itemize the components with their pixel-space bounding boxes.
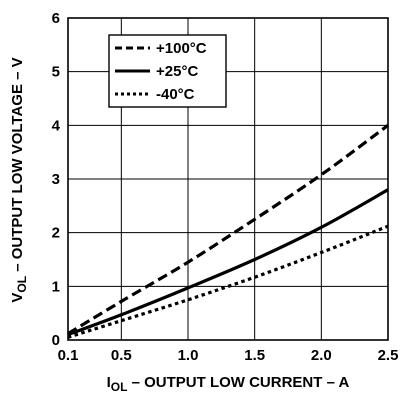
series-line-neg40c <box>67 224 389 339</box>
series-line-25c <box>67 188 389 337</box>
legend-label-neg40c: -40°C <box>156 86 195 103</box>
y-axis-label-symbol: V <box>9 293 26 303</box>
series-line-100c <box>67 124 389 335</box>
x-axis-label-text: – OUTPUT LOW CURRENT – A <box>127 374 349 391</box>
x-axis-label-symbol: I <box>107 374 111 391</box>
y-axis-label: VOL – OUTPUT LOW VOLTAGE – V <box>9 57 29 302</box>
y-tick-label: 1 <box>52 278 60 295</box>
y-tick-label: 6 <box>52 10 60 27</box>
x-tick-label: 0.1 <box>58 347 79 364</box>
x-tick-label: 1.0 <box>178 347 199 364</box>
x-tick-label: 2.5 <box>378 347 399 364</box>
x-tick-label: 0.5 <box>111 347 132 364</box>
x-axis-label: IOL – OUTPUT LOW CURRENT – A <box>107 374 350 394</box>
y-tick-label: 0 <box>52 332 60 349</box>
legend-label-100c: +100°C <box>156 40 207 57</box>
y-axis-label-subscript: OL <box>15 276 29 293</box>
legend-label-25c: +25°C <box>156 63 198 80</box>
y-tick-label: 5 <box>52 64 60 81</box>
legend: +100°C +25°C -40°C <box>108 34 227 108</box>
x-axis-label-subscript: OL <box>111 380 128 394</box>
plot-frame <box>67 17 389 341</box>
y-tick-label: 3 <box>52 171 60 188</box>
y-tick-label: 4 <box>52 117 61 134</box>
x-tick-label: 1.5 <box>244 347 265 364</box>
y-tick-label: 2 <box>52 225 60 242</box>
y-axis-label-text: – OUTPUT LOW VOLTAGE – V <box>9 57 26 276</box>
x-tick-label: 2.0 <box>311 347 332 364</box>
